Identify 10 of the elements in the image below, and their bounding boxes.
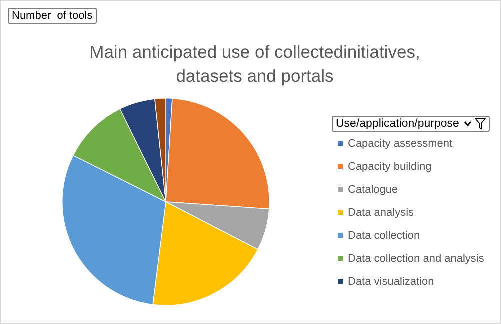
legend-label: Data analysis [348,206,414,218]
legend-label: Catalogue [348,184,398,196]
legend-label: Data collection [348,230,420,242]
chart-title: Main anticipated use of collectedinitiatives, datasets and portals [88,41,422,88]
text: Number of tools [8,8,97,24]
legend-label: Capacity building [348,160,432,172]
legend-title: Use/application/purpose [336,118,460,130]
legend-label: Capacity assessment [348,138,453,150]
legend-label: Data visualization [348,276,434,288]
legend-label: Data collection and analysis [348,252,484,264]
